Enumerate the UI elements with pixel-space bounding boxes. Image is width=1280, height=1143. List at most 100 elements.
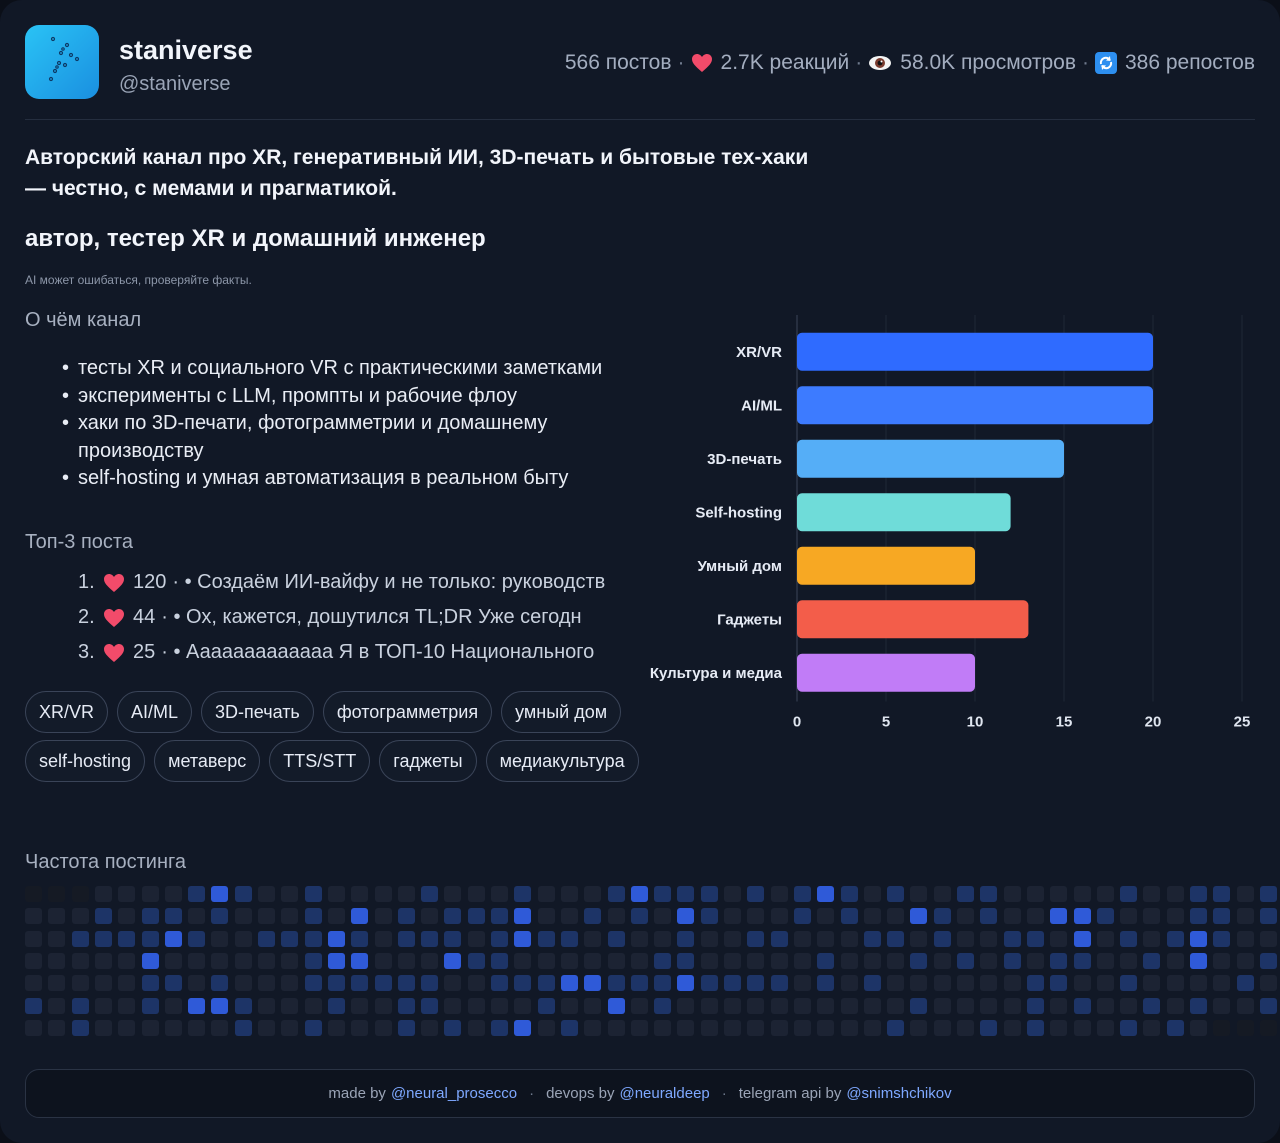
heatmap-cell: [770, 886, 788, 902]
heatmap-cell: [304, 975, 322, 992]
channel-avatar[interactable]: [25, 25, 99, 99]
heatmap-cell: [1003, 952, 1021, 969]
heatmap-cell: [817, 952, 835, 969]
heatmap-cell: [211, 930, 229, 947]
heatmap-cell: [537, 886, 555, 902]
heatmap-cell: [1236, 1019, 1254, 1036]
channel-handle: @staniverse: [119, 73, 231, 95]
heatmap-cell: [1096, 975, 1114, 992]
heatmap-cell: [537, 908, 555, 925]
chart-x-tick-label: 5: [882, 714, 890, 731]
heatmap-cell: [770, 1019, 788, 1036]
heatmap-cell: [630, 975, 648, 992]
heatmap-cell: [71, 997, 89, 1014]
heatmap-cell: [444, 952, 462, 969]
tag-chip[interactable]: метаверс: [154, 740, 261, 782]
tag-chip[interactable]: TTS/STT: [269, 740, 371, 782]
made-by-link[interactable]: @neural_prosecco: [390, 1085, 518, 1102]
heatmap-cell: [188, 886, 206, 902]
heatmap-cell: [304, 930, 322, 947]
heatmap-cell: [118, 975, 136, 992]
heatmap-cell: [118, 908, 136, 925]
heatmap-cell: [397, 997, 415, 1014]
heatmap-cell: [700, 952, 718, 969]
heatmap-cell: [654, 975, 672, 992]
heatmap-cell: [1166, 908, 1184, 925]
heatmap-cell: [1259, 997, 1277, 1014]
tag-chip[interactable]: 3D-печать: [201, 691, 314, 733]
heatmap-cell: [1213, 930, 1231, 947]
heatmap-cell: [1026, 1019, 1044, 1036]
top-post-item[interactable]: 2. 44 · • Ох, кажется, дошутился TL;DR У…: [78, 600, 605, 635]
heatmap-cell: [1143, 908, 1161, 925]
heatmap-cell: [71, 930, 89, 947]
heatmap-cell: [817, 997, 835, 1014]
heatmap-cell: [467, 930, 485, 947]
heatmap-cell: [141, 1019, 159, 1036]
heatmap-cell: [1190, 952, 1207, 969]
tag-chip[interactable]: фотограмметрия: [322, 691, 493, 733]
heatmap-cell: [1073, 908, 1091, 925]
heatmap-cell: [630, 908, 648, 925]
heatmap-cell: [793, 1019, 811, 1036]
heatmap-cell: [724, 1019, 741, 1036]
heatmap-cell: [1166, 1019, 1184, 1036]
heatmap-cell: [514, 997, 532, 1014]
tag-chip[interactable]: self-hosting: [25, 740, 146, 782]
heatmap-cell: [94, 930, 112, 947]
heatmap-cell: [980, 952, 998, 969]
heatmap-cell: [351, 908, 369, 925]
heatmap-cell: [491, 886, 508, 902]
tag-chip[interactable]: AI/ML: [117, 691, 193, 733]
heatmap-cell: [1026, 997, 1044, 1014]
heatmap-cell: [840, 997, 858, 1014]
about-title: О чём канал: [25, 309, 142, 331]
heatmap-cell: [351, 952, 369, 969]
heatmap-cell: [537, 1019, 555, 1036]
heatmap-cell: [491, 952, 508, 969]
heatmap-cell: [560, 975, 578, 992]
post-text: · • Создаём ИИ-вайфу и не только: руково…: [172, 571, 606, 593]
heatmap-cell: [933, 975, 951, 992]
heatmap-cell: [560, 952, 578, 969]
heatmap-cell: [281, 975, 299, 992]
heatmap-cell: [560, 886, 578, 902]
heatmap-cell: [281, 952, 299, 969]
tag-chip[interactable]: медиакультура: [485, 740, 639, 782]
heatmap-cell: [677, 930, 695, 947]
heart-icon: [691, 54, 712, 72]
tag-chip[interactable]: XR/VR: [25, 691, 109, 733]
devops-link[interactable]: @neuraldeep: [619, 1085, 710, 1102]
top-post-item[interactable]: 3. 25 · • Ааааааааааааа Я в ТОП-10 Нацио…: [78, 635, 605, 670]
heatmap-cell: [351, 997, 369, 1014]
heatmap-cell: [863, 886, 881, 902]
heatmap-cell: [863, 975, 881, 992]
heatmap-cell: [141, 908, 159, 925]
heatmap-cell: [607, 975, 625, 992]
heatmap-cell: [607, 952, 625, 969]
heatmap-cell: [164, 997, 182, 1014]
top-post-item[interactable]: 1. 120 · • Создаём ИИ-вайфу и не только:…: [78, 565, 605, 600]
tag-chip[interactable]: умный дом: [501, 691, 622, 733]
heatmap-cell: [258, 908, 275, 925]
heatmap-cell: [654, 930, 672, 947]
heatmap-cell: [304, 997, 322, 1014]
heatmap-cell: [467, 997, 485, 1014]
footer-separator: ·: [721, 1085, 727, 1102]
heatmap-cell: [71, 975, 89, 992]
heatmap-cell: [1143, 930, 1161, 947]
heatmap-cell: [630, 886, 648, 902]
heatmap-cell: [164, 908, 182, 925]
heatmap-cell: [560, 1019, 578, 1036]
heatmap-cell: [444, 930, 462, 947]
heatmap-cell: [444, 975, 462, 992]
api-link[interactable]: @snimshchikov: [846, 1085, 952, 1102]
heatmap-cell: [747, 908, 765, 925]
heatmap-cell: [141, 952, 159, 969]
tag-chip[interactable]: гаджеты: [379, 740, 477, 782]
chart-category-label: AI/ML: [741, 397, 782, 414]
heatmap-cell: [421, 908, 439, 925]
post-reactions: 25: [133, 641, 156, 663]
heatmap-cell: [1073, 930, 1091, 947]
heatmap-cell: [700, 997, 718, 1014]
